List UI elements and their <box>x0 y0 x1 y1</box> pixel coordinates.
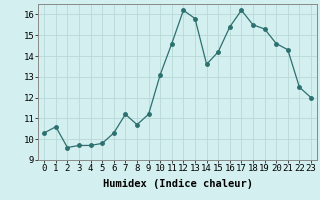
X-axis label: Humidex (Indice chaleur): Humidex (Indice chaleur) <box>103 179 252 189</box>
